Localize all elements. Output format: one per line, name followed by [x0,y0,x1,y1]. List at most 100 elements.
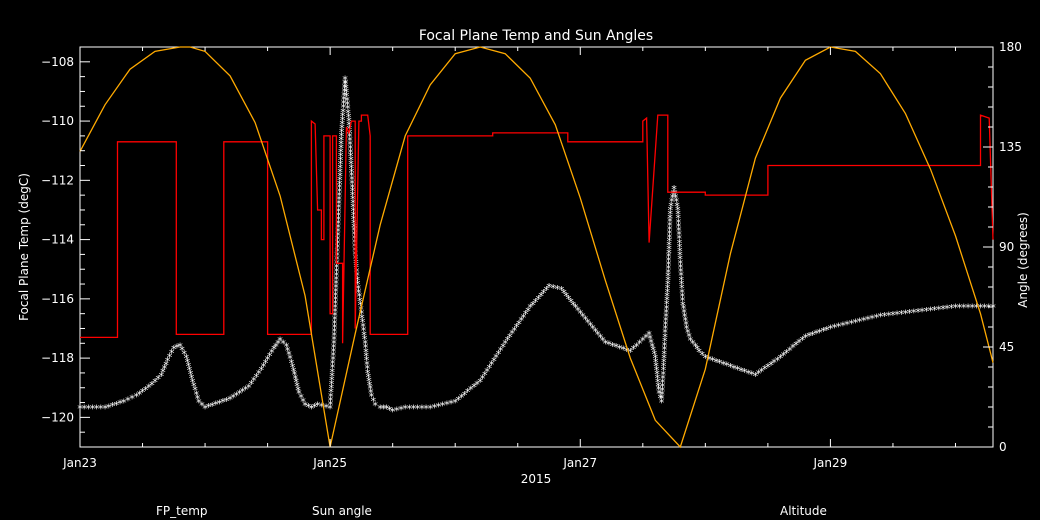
fp-temp-point: * [658,397,665,410]
x-tick-label: Jan29 [813,456,848,470]
fp-temp-point: * [927,305,934,318]
fp-temp-point: * [620,344,627,357]
fp-temp-point: * [331,333,338,346]
fp-temp-point: * [658,393,665,406]
fp-temp-point: * [152,376,159,389]
fp-temp-point: * [435,401,442,414]
fp-temp-point: * [338,126,345,139]
fp-temp-point: * [755,368,762,381]
fp-temp-point: * [675,212,682,225]
fp-temp-point: * [336,194,343,207]
fp-temp-point: * [335,206,342,219]
fp-temp-point: * [520,311,527,324]
fp-temp-point: * [370,395,377,408]
fp-temp-point: * [661,335,668,348]
fp-temp-point: * [328,374,335,387]
fp-temp-point: * [205,401,212,414]
fp-temp-point: * [338,138,345,151]
fp-temp-point: * [102,403,109,416]
fp-temp-point: * [337,158,344,171]
fp-temp-point: * [444,399,451,412]
fp-temp-point: * [716,357,723,370]
fp-temp-point: * [985,302,992,315]
fp-temp-point: * [623,345,630,358]
fp-temp-point: * [363,350,370,363]
fp-temp-point: * [334,250,341,263]
fp-temp-point: * [522,308,529,321]
fp-temp-point: * [340,94,347,107]
fp-temp-point: * [186,364,193,377]
fp-temp-point: * [956,302,963,315]
fp-temp-point: * [331,313,338,326]
fp-temp-point: * [346,115,353,128]
fp-temp-point: * [329,362,336,375]
legend: FP_temp Sun angle Altitude [156,504,827,518]
fp-temp-point: * [894,309,901,322]
fp-temp-point: * [81,403,88,416]
fp-temp-point: * [333,258,340,271]
fp-temp-point: * [344,103,351,116]
fp-temp-point: * [340,106,347,119]
fp-temp-point: * [337,150,344,163]
fp-temp-point: * [349,181,356,194]
fp-temp-point: * [458,391,465,404]
fp-temp-point: * [302,400,309,413]
fp-temp-point: * [679,291,686,304]
fp-temp-point: * [474,378,481,391]
fp-temp-point: * [675,220,682,233]
fp-temp-point: * [530,299,537,312]
fp-temp-point: * [338,134,345,147]
fp-temp-point: * [327,398,334,411]
fp-temp-point: * [332,297,339,310]
fp-temp-point: * [220,396,227,409]
fp-temp-point: * [630,343,637,356]
fp-temp-point: * [350,217,357,230]
fp-temp-point: * [330,350,337,363]
fp-temp-point: * [582,314,589,327]
fp-temp-point: * [170,343,177,356]
fp-temp-point: * [323,402,330,415]
fp-temp-point: * [906,307,913,320]
fp-temp-point: * [786,344,793,357]
fp-temp-point: * [609,340,616,353]
fp-temp-point: * [741,366,748,379]
series-points-fp-temp: ****************************************… [77,74,997,419]
fp-temp-point: * [931,304,938,317]
fp-temp-point: * [334,242,341,255]
fp-temp-point: * [343,86,350,99]
fp-temp-point: * [919,306,926,319]
fp-temp-point: * [831,322,838,335]
fp-temp-point: * [311,401,318,414]
fp-temp-point: * [350,205,357,218]
x-axis-label: 2015 [521,472,552,486]
fp-temp-point: * [97,403,104,416]
fp-temp-point: * [568,296,575,309]
fp-temp-point: * [258,364,265,377]
fp-temp-point: * [346,119,353,132]
y-left-tick-label: −118 [41,351,74,365]
fp-temp-point: * [194,392,201,405]
fp-temp-point: * [333,282,340,295]
fp-temp-point: * [653,364,660,377]
fp-temp-point: * [339,114,346,127]
fp-temp-point: * [330,345,337,358]
fp-temp-point: * [109,400,116,413]
fp-temp-point: * [291,369,298,382]
fp-temp-point: * [666,224,673,237]
fp-temp-point: * [506,331,513,344]
fp-temp-point: * [592,325,599,338]
fp-temp-point: * [948,302,955,315]
fp-temp-point: * [662,318,669,331]
series-line-altitude [79,46,994,449]
fp-temp-point: * [802,331,809,344]
fp-temp-point: * [335,214,342,227]
fp-temp-point: * [318,401,325,414]
fp-temp-point: * [606,339,613,352]
fp-temp-point: * [977,302,984,315]
fp-temp-point: * [367,387,374,400]
fp-temp-point: * [188,372,195,385]
fp-temp-point: * [331,337,338,350]
y-right-tick-label: 0 [999,440,1007,454]
fp-temp-point: * [242,384,249,397]
fp-temp-point: * [341,90,348,103]
